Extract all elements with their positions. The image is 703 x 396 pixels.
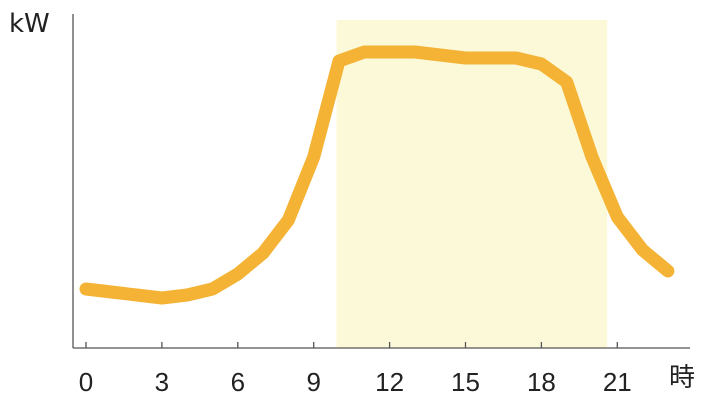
x-tick-label: 12 (375, 367, 404, 396)
x-tick-label: 6 (231, 367, 245, 396)
series-group (79, 45, 675, 305)
x-tick-label: 0 (79, 367, 93, 396)
x-axis-title: 時 (669, 363, 695, 393)
x-ticks: 0 3 6 9 12 15 18 21 (79, 342, 632, 396)
y-axis-title: kW (9, 9, 50, 39)
x-tick-label: 18 (527, 367, 556, 396)
axes (72, 14, 690, 349)
series-line (79, 45, 675, 305)
x-tick-label: 3 (155, 367, 169, 396)
x-tick-label: 21 (603, 367, 632, 396)
x-tick-label: 9 (306, 367, 320, 396)
x-tick-label: 15 (451, 367, 480, 396)
highlight-band (336, 20, 608, 348)
